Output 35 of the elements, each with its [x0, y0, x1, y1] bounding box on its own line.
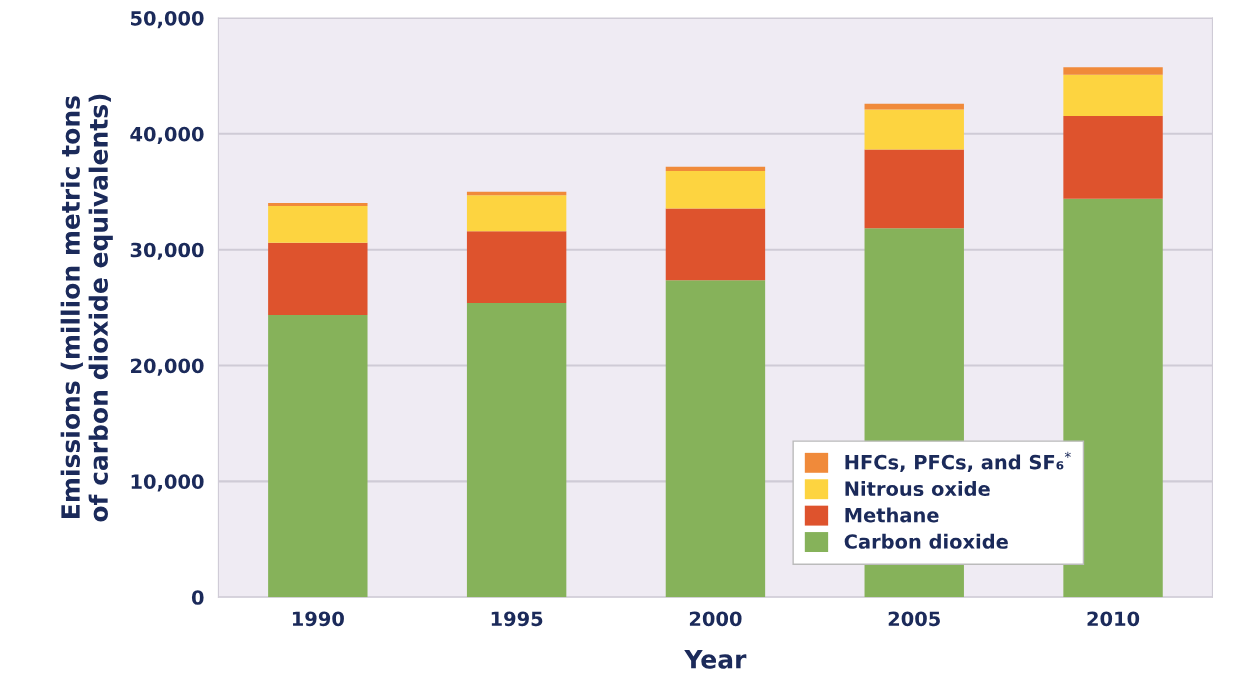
y-axis-title: Emissions (million metric tons of carbon dioxide equivalents) — [60, 94, 113, 522]
y-tick-label: 50,000 — [131, 10, 204, 29]
bar — [864, 149, 964, 229]
bar — [1063, 67, 1163, 75]
bar — [864, 103, 964, 110]
y-tick-label: 30,000 — [130, 242, 204, 260]
bar — [665, 280, 766, 598]
x-tick-label: 2005 — [888, 611, 940, 627]
legend-label: Nitrous oxide — [845, 481, 990, 497]
y-tick-label: 20,000 — [131, 358, 204, 376]
bar — [466, 231, 567, 303]
bar — [1063, 198, 1163, 598]
bar — [268, 315, 368, 598]
bar — [1063, 115, 1163, 199]
y-tick-label: 40,000 — [130, 126, 204, 144]
bar — [268, 206, 368, 243]
legend-label: Carbon dioxide — [844, 533, 1008, 549]
x-axis-title: Year — [684, 650, 747, 669]
bar — [1063, 74, 1163, 116]
bar — [665, 166, 766, 171]
bar — [268, 202, 368, 206]
bar — [466, 195, 567, 232]
y-tick-label: 0 — [191, 590, 204, 605]
x-tick-label: 1995 — [491, 611, 543, 627]
legend-label: HFCs, PFCs, and SF₆$^{*}$ — [845, 451, 1071, 472]
legend-label: Methane — [845, 507, 939, 523]
x-tick-label: 2000 — [689, 611, 742, 627]
bar — [665, 208, 766, 281]
bar — [466, 302, 567, 598]
x-tick-label: 1990 — [292, 611, 344, 627]
y-tick-label: 10,000 — [131, 474, 204, 492]
bar — [864, 109, 964, 150]
bar — [268, 242, 368, 316]
x-tick-label: 2010 — [1087, 611, 1140, 627]
bar — [665, 170, 766, 209]
